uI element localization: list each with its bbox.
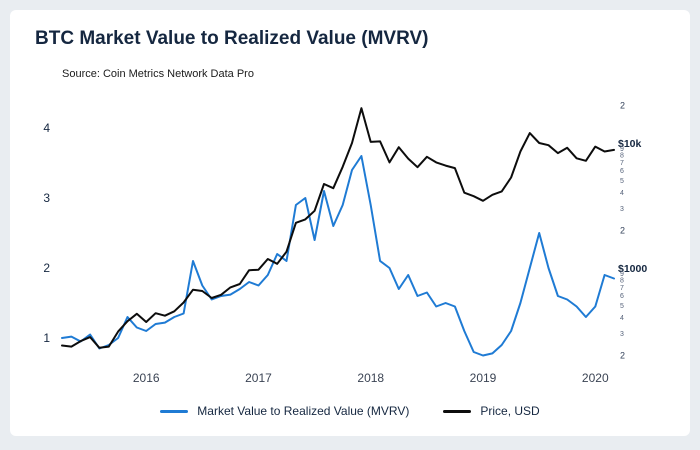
legend-item-price[interactable]: Price, USD — [443, 404, 540, 418]
legend-label-price: Price, USD — [480, 404, 540, 418]
mvrv-line-swatch — [160, 409, 189, 413]
price-line-swatch — [443, 409, 472, 413]
legend-label-mvrv: Market Value to Realized Value (MVRV) — [197, 404, 410, 418]
chart-title: BTC Market Value to Realized Value (MVRV… — [35, 28, 429, 49]
chart-legend: Market Value to Realized Value (MVRV) Pr… — [0, 404, 700, 418]
legend-item-mvrv[interactable]: Market Value to Realized Value (MVRV) — [160, 404, 409, 418]
chart-source: Source: Coin Metrics Network Data Pro — [62, 68, 254, 80]
